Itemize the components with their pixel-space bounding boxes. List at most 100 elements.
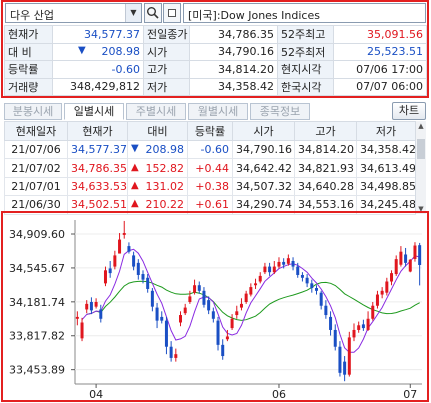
rate-cell: +0.38 <box>187 176 233 197</box>
low-cell: 34,358.42 <box>356 139 416 160</box>
quote-table: 현재가 34,577.37 전일종가 34,786.35 52주최고 35,09… <box>4 25 427 96</box>
quote-row: 거래량 348,429,812 저가 34,358.42 한국시각 07/07 … <box>4 77 427 96</box>
candle-body <box>375 294 379 306</box>
candle-body <box>211 311 215 319</box>
x-tick-label: 07 <box>403 388 417 400</box>
tab-minute-quotes[interactable]: 분봉시세 <box>4 103 62 120</box>
candle-body <box>141 274 145 280</box>
candle-body <box>188 296 192 302</box>
week52-low-value: 25,523.51 <box>333 42 427 61</box>
low-cell: 34,613.49 <box>356 158 416 178</box>
quote-label: 52주최저 <box>277 42 334 61</box>
open-cell: 34,507.32 <box>232 176 295 197</box>
candle-body <box>394 259 398 275</box>
candle-body <box>75 316 79 319</box>
up-arrow-icon: ▲ <box>131 198 139 210</box>
high-cell: 34,640.28 <box>294 176 357 197</box>
change-value: ▼ 208.98 <box>52 42 144 61</box>
selected-item-name: [미국]:Dow Jones Indices <box>183 3 426 23</box>
high-value: 34,814.20 <box>189 60 278 79</box>
down-arrow-icon: ▼ <box>78 45 86 57</box>
candle-body <box>235 311 239 316</box>
column-header: 현재가 <box>67 121 128 141</box>
chart-button[interactable]: 차트 <box>392 102 426 120</box>
quote-row: 대 비 ▼ 208.98 시가 34,790.16 52주최저 25,523.51 <box>4 42 427 61</box>
item-select-dropdown[interactable]: 다우 산업 ▼ <box>5 3 142 23</box>
rate-cell: -0.60 <box>187 139 233 160</box>
column-header: 대비 <box>127 121 188 141</box>
candle-body <box>366 318 370 330</box>
candle-body <box>413 245 417 259</box>
scroll-down-arrow-icon[interactable]: ▼ <box>418 205 424 213</box>
tab-weekly-quotes[interactable]: 주별시세 <box>126 103 186 120</box>
tab-daily-quotes[interactable]: 일별시세 <box>64 103 124 120</box>
search-icon <box>147 7 159 19</box>
low-cell: 34,245.48 <box>356 195 416 215</box>
tab-item-info[interactable]: 종목정보 <box>250 103 310 120</box>
candle-body <box>164 320 168 347</box>
candle-body <box>254 283 258 286</box>
quote-label: 대 비 <box>4 42 53 61</box>
item-select-value: 다우 산업 <box>10 9 54 22</box>
checkbox-button[interactable] <box>163 3 181 23</box>
candle-body <box>103 270 107 284</box>
current-price-value: 34,577.37 <box>52 25 144 44</box>
candle-body <box>118 239 122 254</box>
change-rate-value: -0.60 <box>52 60 144 79</box>
low-value: 34,358.42 <box>189 77 278 96</box>
change-cell: ▼ 208.98 <box>127 139 188 160</box>
y-tick-label: 34,909.60 <box>9 228 65 241</box>
candle-body <box>390 273 394 282</box>
table-row[interactable]: 21/07/01 34,633.53 ▲ 131.02 +0.38 34,507.… <box>4 176 416 197</box>
candle-body <box>296 266 300 275</box>
candle-body <box>160 316 164 321</box>
change-cell: ▲ 152.82 <box>127 158 188 178</box>
candle-body <box>221 344 225 357</box>
quote-row: 현재가 34,577.37 전일종가 34,786.35 52주최고 35,09… <box>4 25 427 44</box>
candle-body <box>89 302 93 311</box>
scroll-thumb[interactable] <box>417 139 425 159</box>
candle-body <box>179 315 183 323</box>
open-cell: 34,790.16 <box>232 139 295 160</box>
candle-body <box>404 254 408 263</box>
candle-body <box>230 318 234 329</box>
x-tick-label: 06 <box>272 388 286 400</box>
table-row[interactable]: 21/06/30 34,502.51 ▲ 210.22 +0.61 34,290.… <box>4 195 416 215</box>
candle-body <box>282 261 286 265</box>
quote-label: 등락률 <box>4 60 53 79</box>
price-cell: 34,577.37 <box>67 139 128 160</box>
date-cell: 21/07/02 <box>4 158 68 178</box>
table-row[interactable]: 21/07/02 34,786.35 ▲ 152.82 +0.44 34,642.… <box>4 158 416 178</box>
candle-body <box>155 307 159 321</box>
candle-body <box>357 325 361 330</box>
candle-body <box>113 255 117 267</box>
candle-body <box>291 261 295 267</box>
chevron-down-icon[interactable]: ▼ <box>125 4 141 22</box>
candle-body <box>207 300 211 311</box>
candle-body <box>305 277 309 284</box>
week52-high-value: 35,091.56 <box>333 25 427 44</box>
candlestick-chart[interactable]: 34,909.60 34,545.67 34,181.74 33,817.82 33,4… <box>5 216 426 400</box>
tab-monthly-quotes[interactable]: 월별시세 <box>188 103 248 120</box>
candle-body <box>225 336 229 340</box>
candle-body <box>202 290 206 305</box>
search-button[interactable] <box>144 3 162 23</box>
candle-body <box>99 309 103 319</box>
table-scrollbar[interactable]: ▲ ▼ <box>415 121 426 214</box>
high-cell: 34,814.20 <box>294 139 357 160</box>
candle-body <box>258 275 262 282</box>
checkbox-icon <box>168 9 176 17</box>
rate-cell: +0.44 <box>187 158 233 178</box>
candle-body <box>300 274 304 278</box>
date-cell: 21/06/30 <box>4 195 68 215</box>
candle-body <box>169 346 173 358</box>
price-cell: 34,502.51 <box>67 195 128 215</box>
candle-body <box>94 302 98 307</box>
scroll-up-arrow-icon[interactable]: ▲ <box>418 122 424 130</box>
candle-body <box>174 354 178 358</box>
candle-body <box>150 290 154 307</box>
quote-label: 저가 <box>143 77 190 96</box>
table-row[interactable]: 21/07/06 34,577.37 ▼ 208.98 -0.60 34,790.… <box>4 139 416 160</box>
candle-body <box>122 233 126 235</box>
candle-body <box>352 329 356 338</box>
